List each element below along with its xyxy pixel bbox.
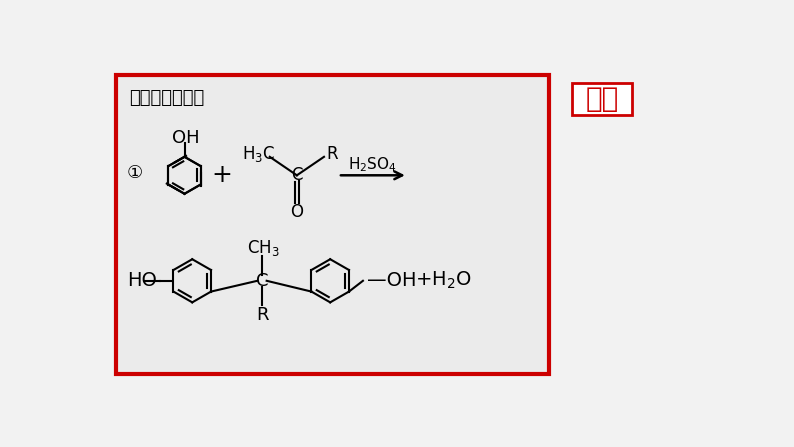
Text: 已知以下信息：: 已知以下信息： — [129, 89, 204, 107]
Text: HO: HO — [127, 271, 157, 290]
Text: CH$_3$: CH$_3$ — [247, 238, 280, 257]
Text: +H$_2$O: +H$_2$O — [409, 270, 472, 291]
Text: R: R — [326, 145, 337, 163]
Text: C: C — [256, 272, 268, 290]
Text: 信息: 信息 — [586, 85, 619, 113]
Text: R: R — [256, 306, 268, 324]
Text: +: + — [211, 163, 232, 187]
Bar — [116, 75, 549, 374]
Bar — [572, 83, 633, 115]
Text: H$_2$SO$_4$: H$_2$SO$_4$ — [349, 155, 397, 174]
Text: O: O — [291, 203, 303, 221]
Text: H$_3$C: H$_3$C — [242, 144, 276, 164]
Text: ①: ① — [127, 164, 143, 182]
Text: —OH: —OH — [368, 271, 417, 290]
Text: C: C — [291, 166, 303, 184]
Text: OH: OH — [172, 129, 200, 148]
